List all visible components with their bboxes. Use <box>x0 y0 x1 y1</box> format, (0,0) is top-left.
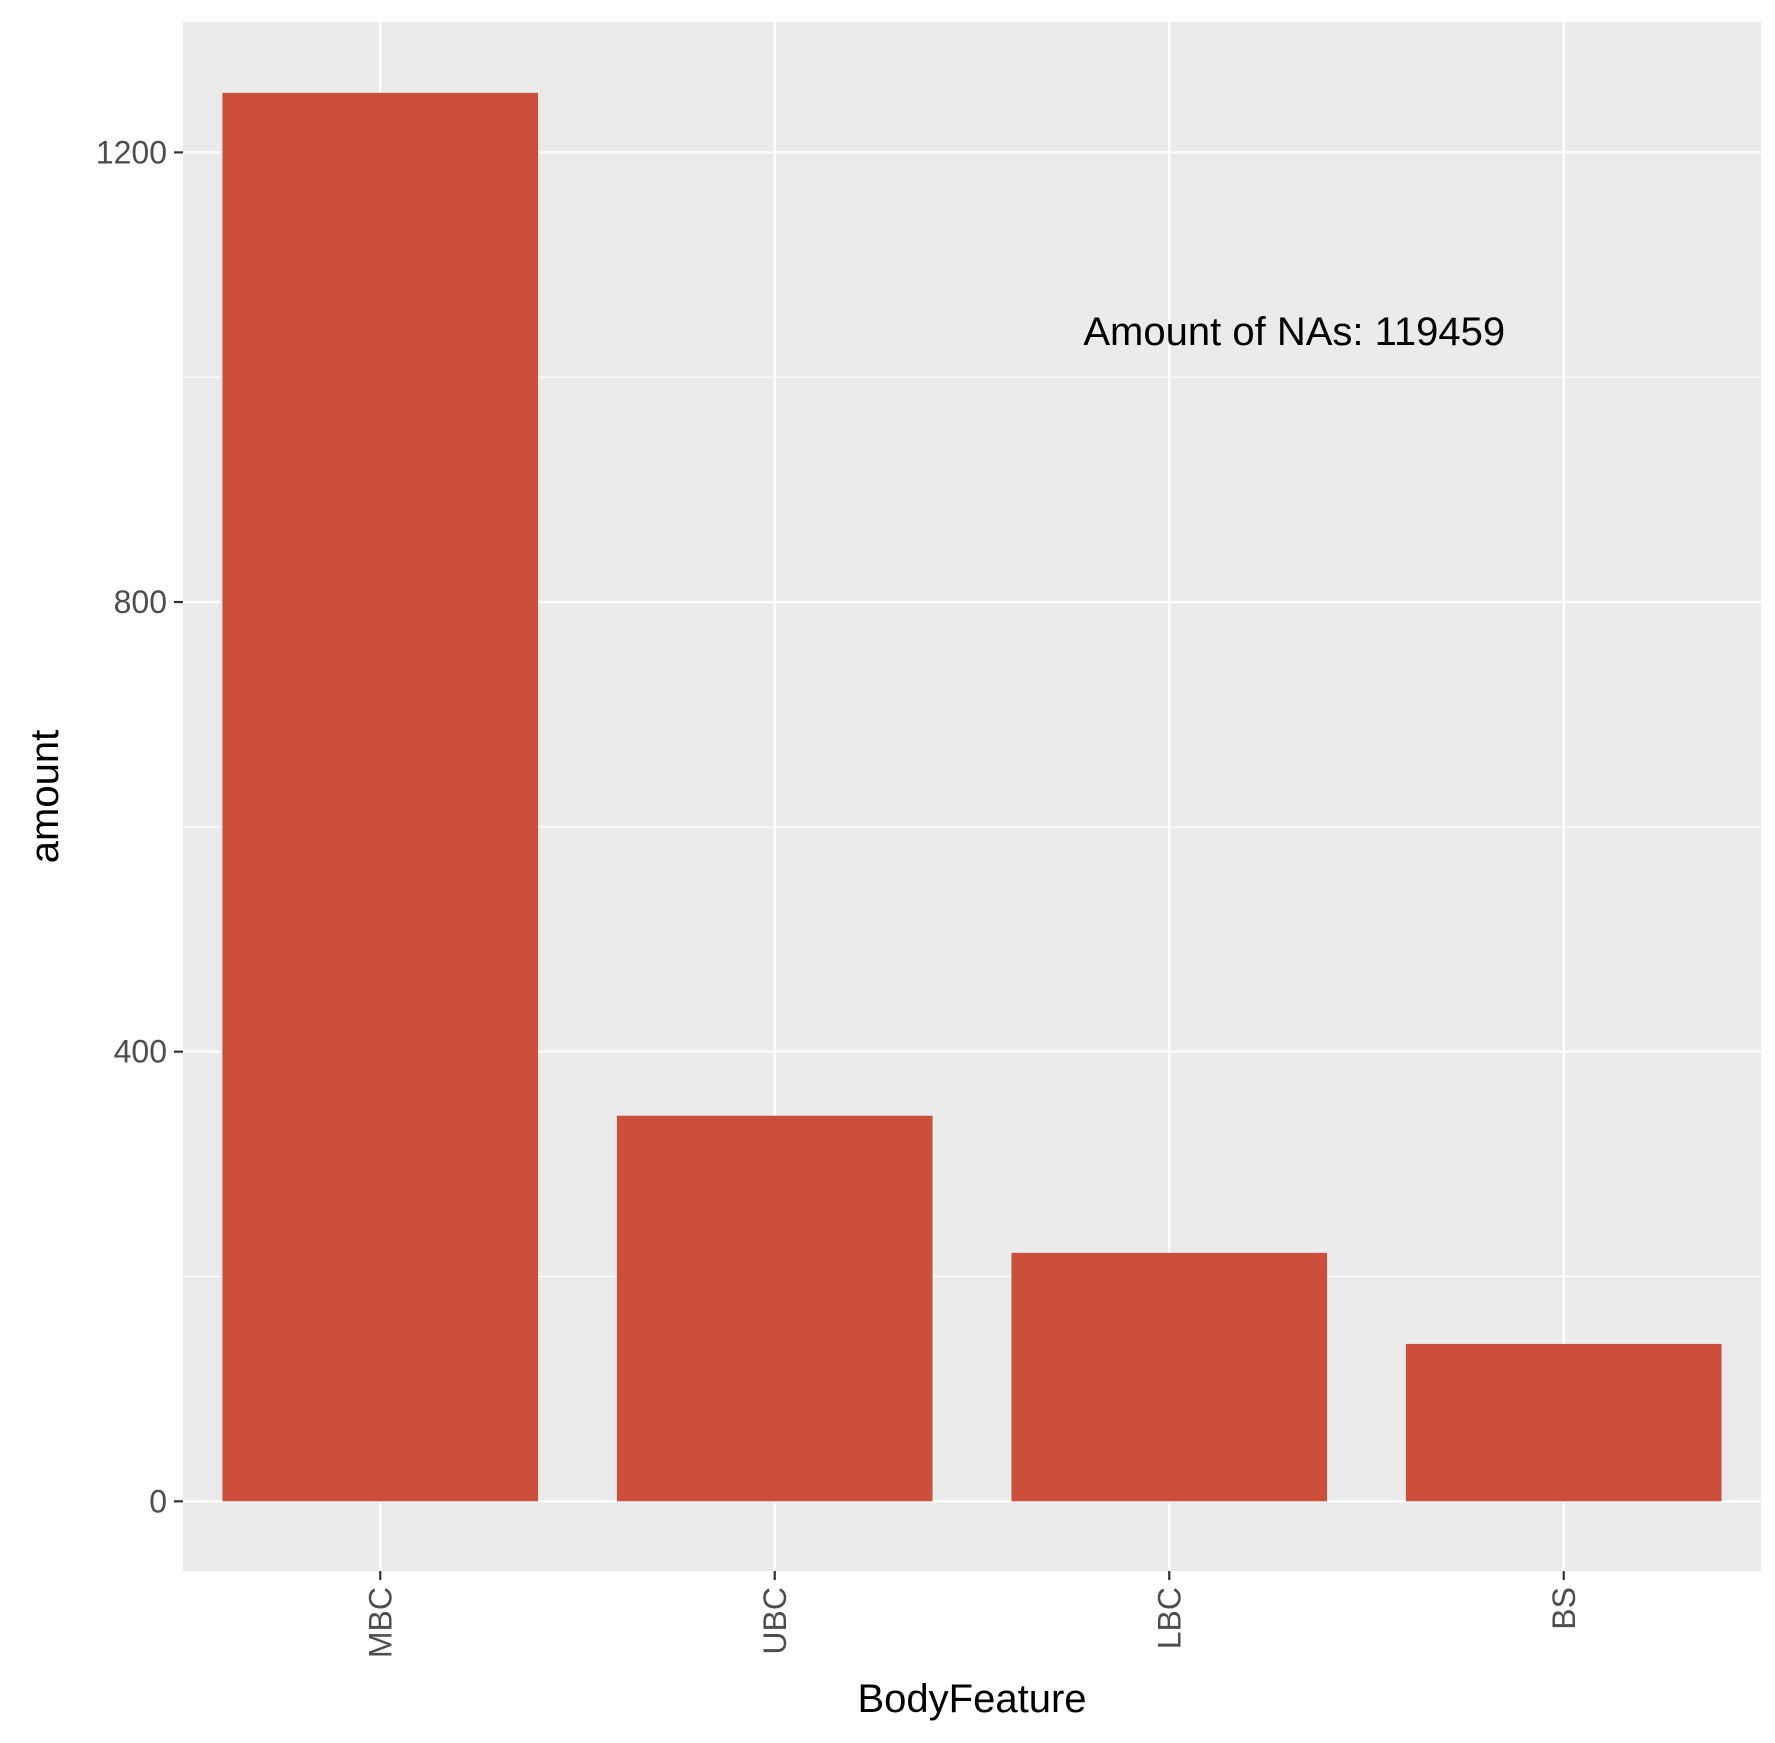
x-axis-ticks: MBC UBC LBC BS <box>362 1571 1582 1658</box>
na-count-annotation: Amount of NAs: 119459 <box>1083 310 1505 354</box>
y-tick-label: 1200 <box>96 134 167 170</box>
y-axis-title: amount <box>23 730 67 863</box>
bar-bs <box>1405 1343 1722 1502</box>
y-axis-ticks: 0 400 800 1200 <box>96 134 183 1519</box>
bar-mbc <box>222 92 539 1502</box>
x-tick-label-ubc: UBC <box>757 1587 793 1655</box>
bars <box>222 92 1722 1502</box>
bar-lbc <box>1011 1252 1328 1502</box>
x-tick-label-mbc: MBC <box>362 1587 398 1658</box>
bar-ubc <box>616 1115 933 1502</box>
y-tick-label: 0 <box>149 1483 167 1519</box>
y-tick-label: 400 <box>114 1034 167 1070</box>
y-tick-label: 800 <box>114 584 167 620</box>
x-tick-label-bs: BS <box>1546 1587 1582 1630</box>
x-axis-title: BodyFeature <box>857 1677 1086 1721</box>
x-tick-label-lbc: LBC <box>1151 1587 1187 1649</box>
